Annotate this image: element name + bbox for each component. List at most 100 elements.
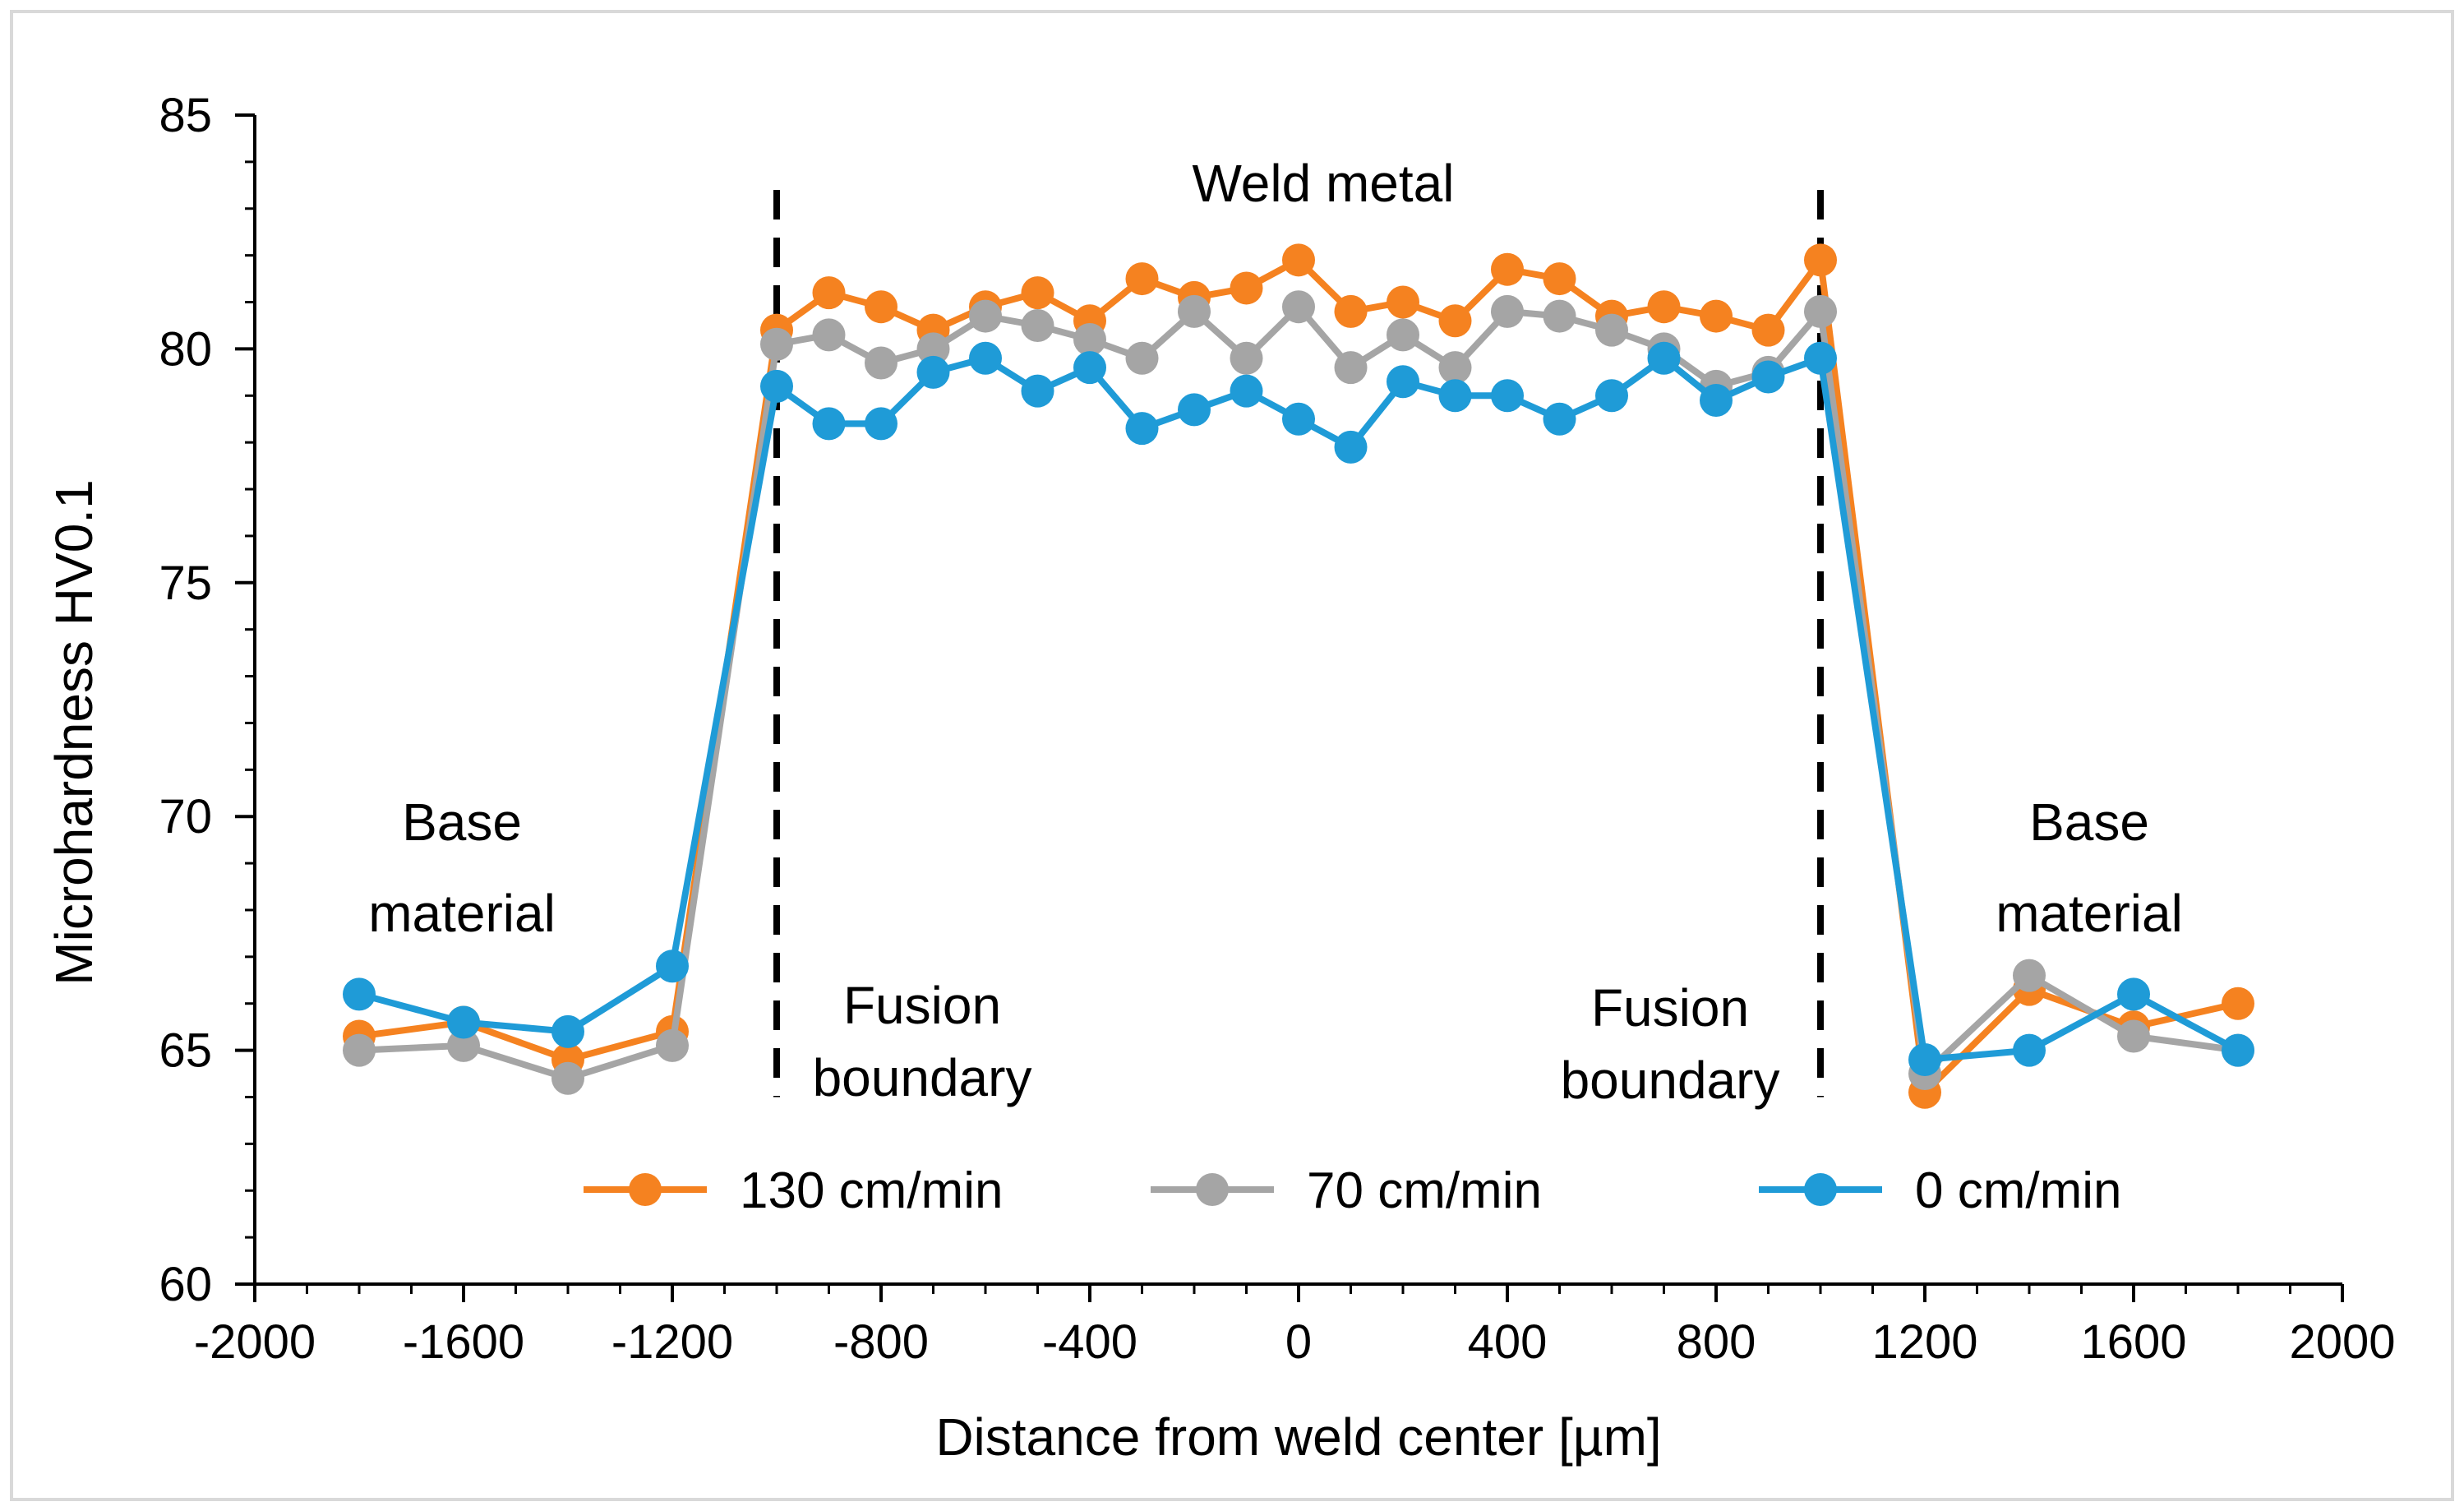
data-point [1073,323,1106,357]
data-point [1751,360,1785,394]
data-point [1438,304,1472,338]
data-point [1908,1042,1941,1076]
data-point [1282,290,1315,324]
data-point [1700,299,1733,333]
data-point [447,1005,480,1039]
data-point [2013,959,2046,992]
data-point [447,1028,480,1062]
data-point [1491,252,1524,286]
base-material-left-label-line: material [368,884,556,943]
data-point [969,299,1002,333]
data-point [1804,243,1837,277]
data-point [656,1028,689,1062]
x-tick-label: 1200 [1871,1315,1977,1369]
data-point [1282,402,1315,436]
data-point [1387,318,1419,352]
data-point [1543,262,1576,296]
data-point [343,1033,376,1067]
x-tick-label: -800 [833,1315,929,1369]
data-point [1021,308,1054,342]
data-point [916,332,950,366]
data-point [1021,374,1054,408]
legend-swatch-marker [629,1173,662,1206]
data-point [1595,379,1628,413]
data-point [1073,351,1106,385]
data-point [760,369,793,403]
data-point [812,276,846,310]
data-point [2222,1033,2254,1067]
y-tick-label: 60 [159,1258,212,1311]
y-tick-label: 75 [159,557,212,610]
data-point [1230,341,1263,375]
legend-label: 70 cm/min [1307,1162,1542,1219]
data-point [1491,379,1524,413]
x-tick-label: -2000 [194,1315,316,1369]
y-tick-label: 85 [159,89,212,142]
legend-swatch-marker [1196,1173,1229,1206]
data-point [1751,313,1785,347]
fusion-boundary-right-label-line: Fusion [1591,978,1749,1037]
y-axis-title: Microhardness HV0.1 [44,479,104,985]
x-tick-label: -1600 [403,1315,524,1369]
data-point [1334,430,1368,464]
weld-metal-label-line: Weld metal [1193,154,1455,213]
data-point [1282,243,1315,277]
data-point [1438,379,1472,413]
data-point [551,1061,584,1095]
data-point [1021,276,1054,310]
y-tick-label: 70 [159,790,212,843]
data-point [1543,402,1576,436]
legend-label: 130 cm/min [740,1162,1003,1219]
data-point [2117,977,2150,1011]
x-tick-label: 800 [1677,1315,1756,1369]
data-point [2222,987,2254,1020]
fusion-boundary-right-label-line: boundary [1561,1051,1780,1110]
data-point [656,950,689,983]
data-point [1230,271,1263,305]
chart-frame [10,10,2454,1501]
data-point [1334,351,1368,385]
data-point [1491,294,1524,328]
data-point [1125,341,1159,375]
data-point [865,290,897,324]
data-point [1543,299,1576,333]
data-point [1804,294,1837,328]
base-material-left-label-line: Base [402,792,522,852]
data-point [1334,294,1368,328]
y-tick-label: 80 [159,322,212,376]
legend-swatch-marker [1804,1173,1837,1206]
data-point [551,1014,584,1048]
data-point [1647,341,1681,375]
data-point [1178,294,1211,328]
data-point [2117,1019,2150,1053]
data-point [969,341,1002,375]
data-point [812,407,846,441]
data-point [1387,365,1419,399]
x-tick-label: 0 [1285,1315,1312,1369]
fusion-boundary-left-label-line: Fusion [843,976,1001,1035]
x-tick-label: 400 [1468,1315,1548,1369]
legend-label: 0 cm/min [1915,1162,2121,1219]
x-tick-label: 1600 [2080,1315,2186,1369]
data-point [1595,313,1628,347]
data-point [1125,262,1159,296]
data-point [1804,341,1837,375]
data-point [865,346,897,380]
data-point [1387,285,1419,319]
x-axis-title: Distance from weld center [µm] [935,1407,1661,1467]
base-material-right-label-line: Base [2029,792,2149,852]
fusion-boundary-left-label-line: boundary [813,1048,1032,1107]
x-tick-label: -1200 [611,1315,733,1369]
data-point [343,977,376,1011]
x-tick-label: 2000 [2289,1315,2395,1369]
base-material-right-label-line: material [1996,884,2183,943]
data-point [1647,290,1681,324]
data-point [2013,1033,2046,1067]
data-point [1178,393,1211,427]
data-point [1230,374,1263,408]
data-point [760,327,793,361]
y-tick-label: 65 [159,1024,212,1078]
data-point [1125,412,1159,446]
